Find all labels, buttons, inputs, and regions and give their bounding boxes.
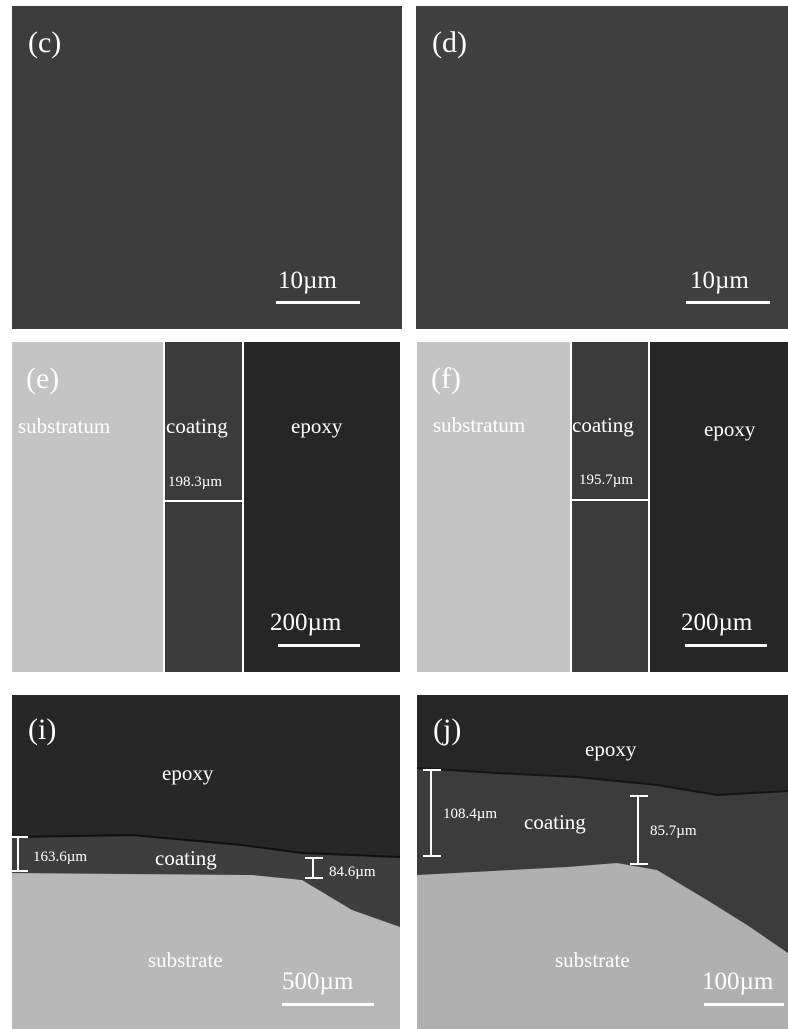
scalebar-label-i: 500µm bbox=[282, 968, 354, 995]
substratum-region-e bbox=[12, 342, 163, 672]
panel-label-i: (i) bbox=[28, 713, 57, 746]
panel-label-j: (j) bbox=[433, 713, 462, 746]
thickness-label-j-right: 85.7µm bbox=[650, 823, 697, 839]
label-coating-i: coating bbox=[155, 846, 217, 870]
coating-region-f bbox=[570, 342, 649, 672]
scalebar-i bbox=[282, 1003, 374, 1006]
boundary-line-e-left bbox=[163, 342, 165, 672]
cross-section-i bbox=[12, 833, 400, 1029]
label-epoxy-f: epoxy bbox=[704, 417, 756, 441]
label-substrate-i: substrate bbox=[148, 948, 223, 972]
thickness-bracket-i-left bbox=[12, 836, 28, 872]
sem-panel-e: (e) substratum coating epoxy 198.3µm 200… bbox=[12, 342, 400, 672]
thickness-label-e: 198.3µm bbox=[168, 474, 223, 490]
thickness-label-j-left: 108.4µm bbox=[443, 806, 498, 822]
label-coating-e: coating bbox=[166, 414, 228, 438]
thickness-label-i-left: 163.6µm bbox=[33, 849, 88, 865]
scalebar-j bbox=[704, 1003, 784, 1006]
thickness-bracket-j-left bbox=[423, 769, 441, 857]
scalebar-f bbox=[685, 644, 767, 647]
panel-label-f: (f) bbox=[431, 362, 461, 395]
boundary-line-e-right bbox=[242, 342, 244, 672]
epoxy-coating-interface-i bbox=[12, 833, 400, 858]
scalebar-label-j: 100µm bbox=[702, 968, 774, 995]
thickness-bracket-j-right bbox=[630, 795, 648, 865]
coating-layer-i bbox=[12, 835, 400, 927]
label-substrate-j: substrate bbox=[555, 948, 630, 972]
coating-region-e bbox=[163, 342, 243, 672]
epoxy-region-f bbox=[649, 342, 788, 672]
cross-section-j bbox=[417, 767, 788, 1029]
substrate-layer-i bbox=[12, 873, 400, 1029]
thickness-label-f: 195.7µm bbox=[579, 472, 634, 488]
epoxy-coating-interface-j bbox=[417, 767, 788, 797]
thickness-label-i-right: 84.6µm bbox=[329, 864, 376, 880]
label-substratum-e: substratum bbox=[18, 414, 111, 438]
boundary-line-f-left bbox=[570, 342, 572, 672]
scalebar-label-f: 200µm bbox=[681, 609, 753, 636]
label-epoxy-e: epoxy bbox=[291, 414, 343, 438]
label-epoxy-i: epoxy bbox=[162, 761, 214, 785]
scalebar-c bbox=[276, 301, 360, 304]
thickness-line-f bbox=[570, 499, 649, 501]
label-epoxy-j: epoxy bbox=[585, 737, 637, 761]
scalebar-e bbox=[278, 644, 360, 647]
sem-panel-d: (d) 10µm bbox=[416, 6, 788, 329]
label-coating-f: coating bbox=[572, 413, 634, 437]
thickness-line-e bbox=[163, 500, 244, 502]
epoxy-region-e bbox=[243, 342, 400, 672]
sem-panel-j: (j) epoxy coating substrate 108.4µm 85.7… bbox=[417, 695, 788, 1029]
label-substratum-f: substratum bbox=[433, 413, 526, 437]
scalebar-label-c: 10µm bbox=[278, 267, 337, 294]
sem-panel-i: (i) epoxy coating substrate 163.6µm 84.6… bbox=[12, 695, 400, 1029]
panel-label-d: (d) bbox=[432, 26, 467, 59]
sem-panel-f: (f) substratum coating epoxy 195.7µm 200… bbox=[417, 342, 788, 672]
sem-panel-c: (c) 10µm bbox=[12, 6, 402, 329]
panel-label-c: (c) bbox=[28, 26, 62, 59]
panel-label-e: (e) bbox=[26, 362, 60, 395]
thickness-bracket-i-right bbox=[305, 857, 323, 879]
scalebar-d bbox=[686, 301, 770, 304]
scalebar-label-d: 10µm bbox=[690, 267, 749, 294]
coating-layer-j bbox=[417, 768, 788, 953]
label-coating-j: coating bbox=[524, 810, 586, 834]
substrate-layer-j bbox=[417, 863, 788, 1029]
substratum-region-f bbox=[417, 342, 570, 672]
boundary-line-f-right bbox=[648, 342, 650, 672]
scalebar-label-e: 200µm bbox=[270, 609, 342, 636]
